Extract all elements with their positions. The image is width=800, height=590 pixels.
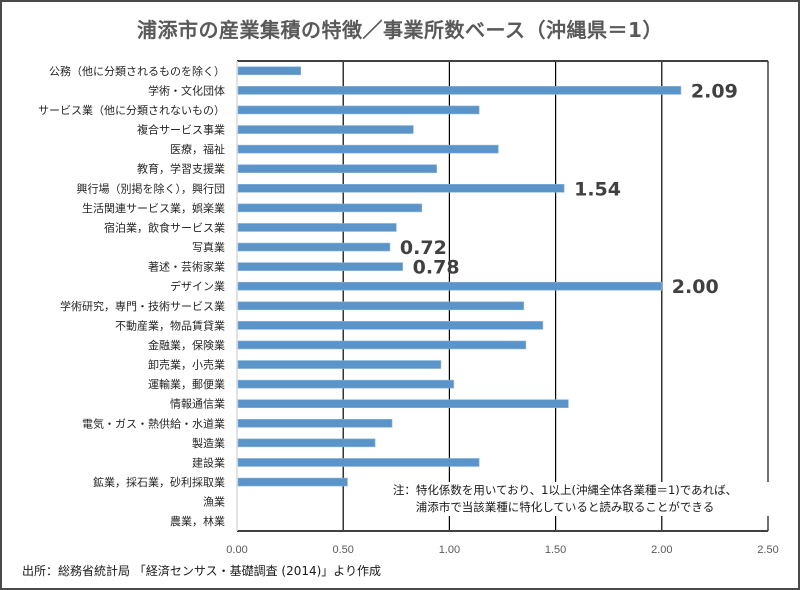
chart-title: 浦添市の産業集積の特徴／事業所数ベース（沖縄県＝1） — [137, 18, 663, 42]
category-label: 学術・文化団体 — [148, 83, 225, 97]
category-label: デザイン業 — [170, 279, 225, 293]
x-tick-label: 2.50 — [757, 544, 778, 556]
bar — [237, 144, 499, 154]
category-label: 電気・ガス・熱供給・水道業 — [82, 416, 225, 430]
category-label: 写真業 — [192, 240, 225, 254]
data-label: 2.09 — [691, 80, 738, 102]
bar — [237, 183, 565, 193]
x-tick-label: 1.00 — [439, 544, 460, 556]
category-label: 卸売業，小売業 — [148, 358, 225, 372]
category-label: 鉱業，採石業，砂利採取業 — [93, 475, 225, 489]
x-tick-label: 0.50 — [332, 544, 353, 556]
bar — [237, 301, 525, 311]
bar — [237, 242, 391, 252]
data-label: 0.72 — [400, 237, 447, 259]
data-labels: 2.09 1.54 0.720.78 2.00 — [400, 80, 738, 298]
note-line-2: 浦添市で当該業種に特化していると読み取ることができる — [415, 500, 715, 514]
category-labels: 公務（他に分類されるものを除く） 学術・文化団体サービス業（他に分類されないもの）… — [38, 64, 225, 528]
category-label: 医療，福祉 — [170, 142, 225, 156]
bar — [237, 321, 544, 330]
gridlines — [236, 60, 769, 532]
category-label: 漁業 — [203, 495, 225, 509]
bars — [237, 66, 682, 487]
x-tick-label: 2.00 — [651, 544, 672, 556]
bar — [237, 458, 480, 467]
x-tick-label: 1.50 — [545, 544, 566, 556]
bar — [237, 105, 480, 115]
bar — [237, 399, 569, 409]
bar — [237, 340, 527, 350]
bar — [237, 281, 663, 291]
x-axis-tick-labels: 0.00 0.50 1.00 1.50 2.00 2.50 — [226, 544, 778, 556]
category-label: 建設業 — [192, 455, 225, 469]
bar — [237, 223, 397, 232]
note-line-1: 注：特化係数を用いており、1以上(沖縄全体各業種＝1)であれば、 — [392, 483, 738, 497]
x-tick-label: 0.00 — [226, 544, 247, 556]
bar — [237, 438, 376, 448]
category-label: 生活関連サービス業，娯楽業 — [82, 201, 225, 215]
category-label: 教育，学習支援業 — [137, 162, 225, 176]
bar — [237, 203, 423, 213]
bar — [237, 262, 403, 271]
category-label: 学術研究，専門・技術サービス業 — [60, 299, 225, 313]
bar — [237, 379, 454, 389]
category-label: 宿泊業，飲食サービス業 — [104, 220, 225, 234]
bar — [237, 164, 437, 174]
category-label: 複合サービス事業 — [137, 123, 225, 137]
category-label: サービス業（他に分類されないもの） — [38, 104, 225, 117]
bar — [237, 360, 442, 369]
category-label: 情報通信業 — [170, 398, 225, 411]
bar — [237, 477, 348, 487]
chart-note: 注：特化係数を用いており、1以上(沖縄全体各業種＝1)であれば、 浦添市で当該業… — [360, 482, 770, 516]
bar — [237, 66, 302, 76]
bar — [237, 125, 414, 134]
data-label: 0.78 — [413, 257, 460, 279]
source-citation: 出所：総務省統計局 「経済センサス・基礎調査 (2014)」より作成 — [22, 564, 382, 578]
data-label: 2.00 — [672, 276, 719, 298]
category-label: 金融業，保険業 — [148, 338, 225, 352]
data-label: 1.54 — [574, 178, 621, 200]
category-label: 運輸業，郵便業 — [148, 377, 225, 391]
bar — [237, 86, 682, 95]
bar — [237, 418, 393, 428]
category-label: 製造業 — [192, 436, 225, 450]
category-label: 著述・芸術家業 — [148, 260, 225, 274]
category-label: 興行場（別掲を除く），興行団 — [77, 181, 226, 195]
category-label: 公務（他に分類されるものを除く） — [49, 64, 225, 78]
category-label: 不動産業，物品賃貸業 — [115, 318, 225, 332]
category-label: 農業，林業 — [170, 514, 225, 528]
